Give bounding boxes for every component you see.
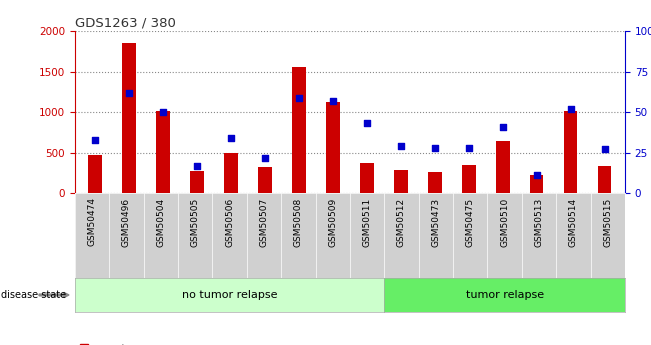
Text: GSM50504: GSM50504: [156, 197, 165, 247]
Bar: [394, 170, 408, 193]
Point: [531, 172, 542, 178]
Point: [294, 95, 304, 100]
Point: [464, 145, 474, 150]
Point: [124, 90, 134, 96]
Bar: [258, 167, 272, 193]
Text: GSM50507: GSM50507: [260, 197, 268, 247]
Text: GSM50506: GSM50506: [225, 197, 234, 247]
Point: [260, 155, 270, 160]
Point: [192, 163, 202, 168]
Bar: [598, 166, 611, 193]
Point: [158, 109, 169, 115]
Point: [327, 98, 338, 104]
Text: GSM50508: GSM50508: [294, 197, 303, 247]
Text: GSM50505: GSM50505: [191, 197, 200, 247]
Bar: [156, 110, 170, 193]
Text: no tumor relapse: no tumor relapse: [182, 290, 277, 300]
Text: GSM50513: GSM50513: [534, 197, 544, 247]
Bar: [292, 67, 306, 193]
Point: [226, 135, 236, 141]
Text: disease state: disease state: [1, 290, 66, 300]
Text: GSM50514: GSM50514: [569, 197, 578, 247]
Point: [566, 106, 576, 112]
Bar: [190, 171, 204, 193]
Text: GSM50474: GSM50474: [87, 197, 96, 246]
Point: [90, 137, 100, 142]
Text: GSM50515: GSM50515: [603, 197, 613, 247]
Text: tumor relapse: tumor relapse: [465, 290, 544, 300]
Bar: [360, 163, 374, 193]
Text: GSM50473: GSM50473: [432, 197, 440, 247]
Bar: [428, 172, 441, 193]
Bar: [496, 141, 510, 193]
Bar: [122, 43, 136, 193]
Legend: count, percentile rank within the sample: count, percentile rank within the sample: [80, 344, 273, 345]
Text: GSM50512: GSM50512: [397, 197, 406, 247]
Point: [600, 147, 610, 152]
Point: [497, 124, 508, 129]
Bar: [89, 155, 102, 193]
Point: [362, 121, 372, 126]
Text: GSM50509: GSM50509: [328, 197, 337, 247]
Bar: [326, 101, 340, 193]
Text: GSM50496: GSM50496: [122, 197, 131, 247]
Text: GSM50475: GSM50475: [465, 197, 475, 247]
Text: GDS1263 / 380: GDS1263 / 380: [75, 17, 176, 30]
Bar: [564, 110, 577, 193]
Text: GSM50510: GSM50510: [500, 197, 509, 247]
Bar: [530, 175, 544, 193]
Bar: [225, 154, 238, 193]
Bar: [462, 165, 475, 193]
Point: [396, 144, 406, 149]
Point: [430, 145, 440, 150]
Text: GSM50511: GSM50511: [363, 197, 372, 247]
